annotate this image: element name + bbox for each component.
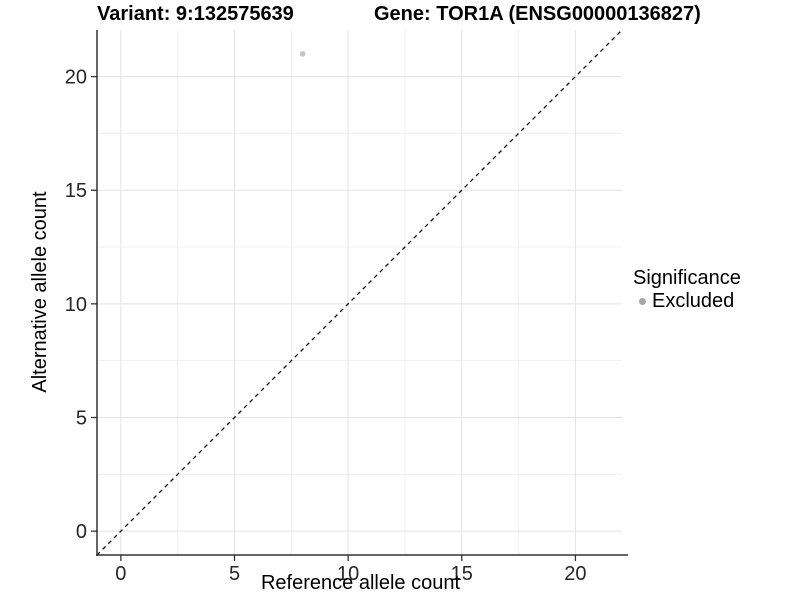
x-axis-title: Reference allele count <box>260 572 460 594</box>
legend-point-swatch <box>639 297 646 305</box>
y-tick-label: 15 <box>65 180 87 202</box>
x-tick-label: 20 <box>564 563 586 585</box>
legend-entry-excluded: Excluded <box>633 290 741 312</box>
legend-title: Significance <box>633 267 741 289</box>
x-tick-label: 5 <box>229 563 240 585</box>
y-axis-title: Alternative allele count <box>29 191 51 393</box>
data-point <box>299 51 306 57</box>
x-tick-label: 10 <box>337 563 359 585</box>
x-tick-label: 0 <box>115 563 126 585</box>
legend: Significance Excluded <box>633 266 741 312</box>
legend-entry-label: Excluded <box>652 290 735 312</box>
plot-title-gene: Gene: TOR1A (ENSG00000136827) <box>374 3 701 25</box>
y-tick-label: 10 <box>65 294 87 316</box>
y-tick-label: 0 <box>76 521 87 543</box>
y-tick-label: 5 <box>76 408 87 430</box>
y-tick-label: 20 <box>65 67 87 89</box>
x-tick-label: 15 <box>451 563 473 585</box>
identity-dashed-line <box>96 29 623 556</box>
plot-title-variant: Variant: 9:132575639 <box>97 3 294 25</box>
